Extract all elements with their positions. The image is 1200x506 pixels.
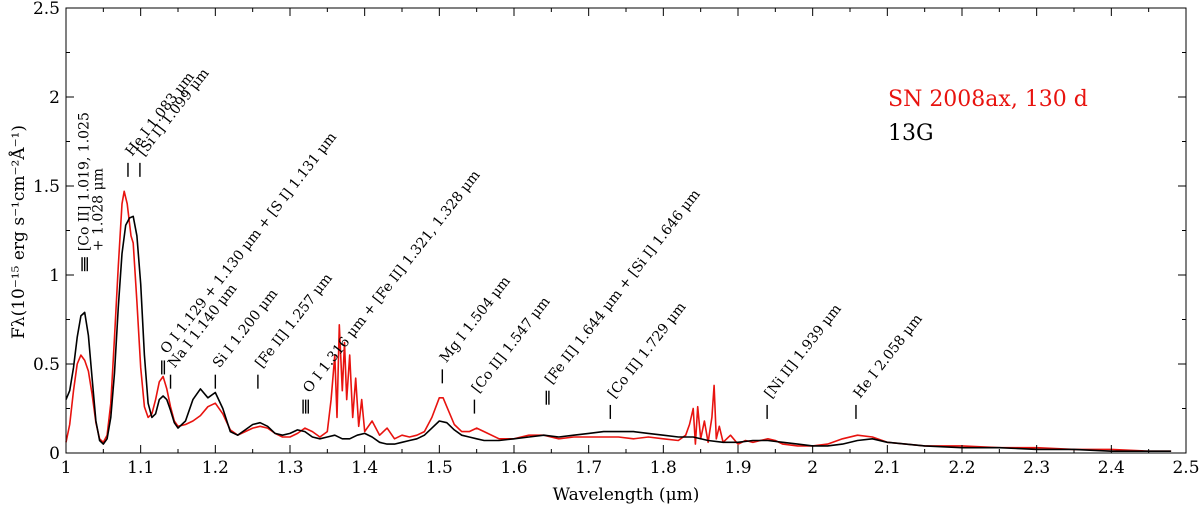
- x-tick-label: 1.8: [650, 458, 677, 478]
- y-tick-label: 1.5: [33, 177, 60, 197]
- x-tick-label: 1.1: [127, 458, 154, 478]
- legend-entry-13g: 13G: [888, 121, 934, 146]
- x-tick-label: 1.5: [426, 458, 453, 478]
- y-tick-label: 2.5: [33, 0, 60, 19]
- line-id-label: [Co II] 1.019, 1.025: [77, 112, 93, 251]
- line-id-label: He I 2.058 μm: [851, 311, 926, 401]
- series-line-0: [65, 190, 1172, 452]
- x-tick-label: 1.9: [724, 458, 751, 478]
- axis-ticks: 1 1.1 1.2 1.3 1.4 1.5 1.6 1.7 1.8 1.9 2 2.1 2.2 2.3 2.…: [33, 0, 1200, 478]
- x-tick-label: 1.6: [500, 458, 527, 478]
- x-tick-label: 1.4: [351, 458, 378, 478]
- line-id-label: [Si I] 1.099 μm: [134, 66, 212, 160]
- legend-entry-sn2008ax: SN 2008ax, 130 d: [888, 87, 1088, 112]
- y-tick-label: 0: [49, 444, 60, 464]
- x-tick-label: 1.7: [575, 458, 602, 478]
- line-id-label: [Ni II] 1.939 μm: [762, 301, 845, 401]
- x-tick-label: 2.5: [1172, 458, 1199, 478]
- line-id-12: [Ni II] 1.939 μm: [762, 301, 845, 419]
- x-tick-label: 2.3: [1023, 458, 1050, 478]
- line-id-0: [Co II] 1.019, 1.025+ 1.028 μm: [77, 112, 107, 272]
- x-tick-label: 2.2: [948, 458, 975, 478]
- y-tick-label: 1: [49, 266, 60, 286]
- series-line-1: [65, 215, 1172, 452]
- y-tick-label: 2: [49, 88, 60, 108]
- x-tick-label: 2.1: [874, 458, 901, 478]
- x-tick-label: 2: [807, 458, 818, 478]
- x-tick-label: 2.4: [1098, 458, 1125, 478]
- line-id-label-2: + 1.028 μm: [91, 168, 107, 251]
- y-axis-title: Fλ(10⁻¹⁵ erg s⁻¹cm⁻²Å⁻¹): [8, 125, 29, 339]
- line-id-13: He I 2.058 μm: [851, 311, 926, 419]
- line-id-label: [Co II] 1.729 μm: [605, 299, 690, 401]
- line-id-11: [Co II] 1.729 μm: [605, 299, 690, 419]
- x-tick-label: 1.2: [202, 458, 229, 478]
- x-axis-title: Wavelength (μm): [553, 485, 700, 505]
- x-tick-label: 1: [61, 458, 72, 478]
- y-tick-label: 0.5: [33, 355, 60, 375]
- series-layer: [65, 190, 1172, 452]
- x-tick-label: 1.3: [276, 458, 303, 478]
- line-id-label: [Fe II] 1.644 μm + [Si I] 1.646 μm: [542, 187, 704, 388]
